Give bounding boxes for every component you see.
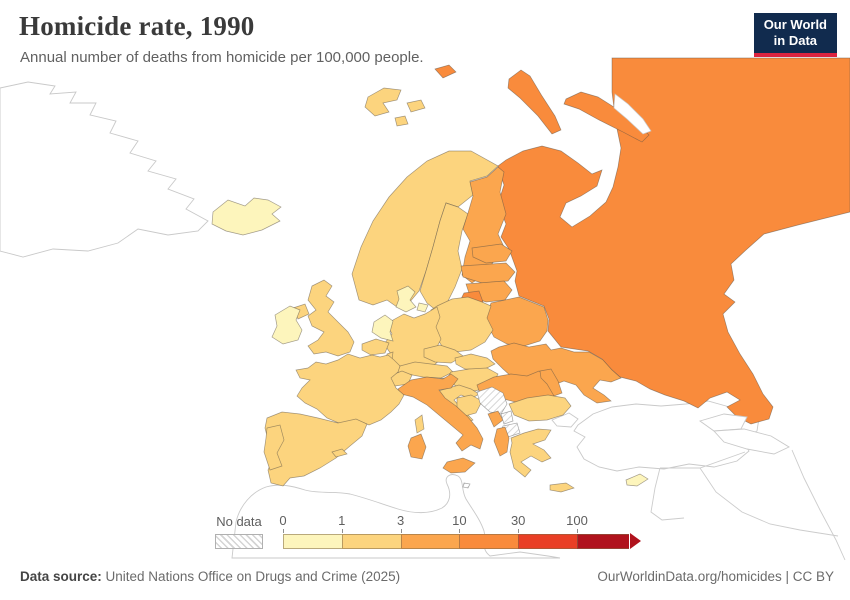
data-source-label: Data source: (20, 569, 102, 584)
legend-arrow-tip (630, 533, 641, 549)
country-latvia[interactable] (460, 262, 516, 284)
owid-logo-line1: Our World (763, 17, 827, 32)
legend-tick-mark (518, 529, 520, 533)
country-italy[interactable] (442, 457, 476, 474)
country-denmark[interactable] (416, 302, 429, 313)
legend-bin-1-3[interactable] (341, 534, 403, 549)
country-ireland[interactable] (271, 305, 303, 345)
country-spain[interactable] (331, 448, 348, 458)
sea-inlet-russia (613, 93, 652, 135)
country-albania[interactable] (493, 426, 510, 457)
country-denmark[interactable] (395, 285, 417, 313)
landmass-georgia (698, 413, 748, 432)
country-belarus[interactable] (485, 296, 549, 347)
country-kosovo[interactable] (500, 410, 514, 425)
country-france[interactable] (295, 353, 405, 426)
credit-link[interactable]: OurWorldinData.org/homicides | CC BY (597, 569, 834, 584)
legend-tick-label-30: 30 (510, 513, 526, 528)
country-norway[interactable] (394, 115, 409, 127)
owid-logo-line2: in Data (773, 33, 818, 49)
landmass-turkey-thrace (551, 412, 579, 428)
country-norway[interactable] (364, 87, 402, 117)
legend-tick-label-100: 100 (566, 513, 588, 528)
country-estonia[interactable] (471, 243, 513, 264)
owid-logo[interactable]: Our World in Data (753, 13, 837, 57)
country-portugal[interactable] (263, 424, 285, 471)
legend-tick-label-0: 0 (279, 513, 287, 528)
country-bulgaria[interactable] (508, 394, 572, 422)
country-russia[interactable] (563, 91, 650, 143)
country-uk[interactable] (307, 279, 355, 357)
landmass-armenia-azerbaijan (713, 428, 790, 455)
legend-bin-100+[interactable] (577, 534, 629, 549)
legend-bin-30-100[interactable] (518, 534, 579, 549)
country-greece[interactable] (509, 428, 552, 478)
legend-tick-mark (341, 529, 343, 533)
country-italy[interactable] (397, 373, 484, 452)
chart-subtitle: Annual number of deaths from homicide pe… (20, 49, 424, 66)
country-slovakia[interactable] (454, 353, 496, 371)
legend-tick-label-1: 1 (338, 513, 346, 528)
page-title: Homicide rate, 1990 (19, 11, 255, 41)
legend-tick-label-10: 10 (452, 513, 467, 528)
no-data-swatch[interactable] (215, 534, 263, 549)
legend-tick-mark (577, 529, 578, 533)
country-serbia[interactable] (476, 386, 508, 415)
coast-line-levant (650, 467, 685, 521)
country-italy[interactable] (407, 433, 427, 460)
data-source-line: Data source: United Nations Office on Dr… (20, 569, 400, 584)
country-malta[interactable] (462, 482, 471, 489)
legend-bin-10-30[interactable] (459, 534, 521, 549)
legend-bin-0-1[interactable] (283, 534, 344, 549)
legend-tick-label-3: 3 (396, 513, 405, 528)
country-russia[interactable] (507, 69, 562, 135)
landmass-greenland (0, 81, 209, 258)
data-source-text: United Nations Office on Drugs and Crime… (101, 569, 401, 584)
country-spain[interactable] (264, 411, 368, 487)
country-norway[interactable] (406, 99, 426, 113)
country-france[interactable] (414, 414, 425, 434)
legend-tick-mark (459, 529, 461, 533)
country-moldova[interactable] (539, 368, 563, 397)
country-sweden[interactable] (419, 202, 469, 312)
border-line-iran (791, 449, 846, 561)
country-iceland[interactable] (211, 197, 282, 236)
legend-tick-mark (283, 529, 284, 533)
country-greece[interactable] (549, 482, 575, 493)
country-russia[interactable] (497, 57, 850, 425)
no-data-label: No data (216, 514, 262, 529)
country-russia[interactable] (434, 64, 457, 79)
border-line-iraq (699, 467, 839, 537)
legend-tick-mark (400, 529, 402, 533)
legend-bin-3-10[interactable] (400, 534, 462, 549)
country-belgium[interactable] (361, 338, 390, 356)
country-cyprus[interactable] (625, 473, 649, 487)
country-netherlands[interactable] (371, 314, 394, 342)
